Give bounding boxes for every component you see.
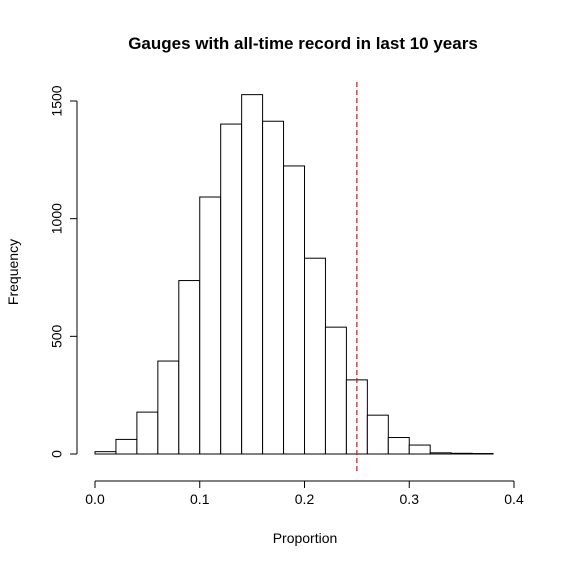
histogram-bar-4 xyxy=(178,280,201,455)
y-axis: 0 500 1000 1500 xyxy=(49,85,78,458)
histogram-bar-9 xyxy=(283,165,305,455)
x-axis: 0.0 0.1 0.2 0.3 0.4 xyxy=(85,480,524,507)
histogram-bar-10 xyxy=(304,257,326,455)
histogram-bar-13 xyxy=(366,414,389,455)
histogram-bar-15 xyxy=(408,444,431,455)
x-tick-label-3: 0.3 xyxy=(400,491,420,507)
histogram-bars xyxy=(94,94,494,455)
x-axis-label: Proportion xyxy=(273,530,338,546)
histogram-bar-1 xyxy=(115,438,138,455)
y-tick-label-2: 1000 xyxy=(49,203,65,234)
x-tick-label-1: 0.1 xyxy=(190,491,210,507)
histogram-bar-14 xyxy=(387,437,410,455)
x-tick-label-4: 0.4 xyxy=(504,491,524,507)
chart-title: Gauges with all-time record in last 10 y… xyxy=(128,34,478,53)
histogram-bar-5 xyxy=(199,196,222,455)
x-tick-label-0: 0.0 xyxy=(85,491,105,507)
histogram-bar-16 xyxy=(429,452,452,455)
y-tick-label-0: 0 xyxy=(49,450,65,458)
histogram-bar-6 xyxy=(220,123,243,455)
histogram-bar-7 xyxy=(241,94,264,455)
histogram-bar-11 xyxy=(324,326,347,455)
histogram-bar-3 xyxy=(157,360,180,455)
x-tick-label-2: 0.2 xyxy=(295,491,315,507)
y-axis-label: Frequency xyxy=(5,239,21,305)
histogram-bar-8 xyxy=(262,120,285,455)
histogram-bar-0 xyxy=(94,451,117,455)
y-tick-label-3: 1500 xyxy=(49,85,65,116)
y-tick-label-1: 500 xyxy=(49,324,65,348)
histogram-bar-2 xyxy=(136,411,159,455)
histogram-bar-17 xyxy=(450,452,473,455)
